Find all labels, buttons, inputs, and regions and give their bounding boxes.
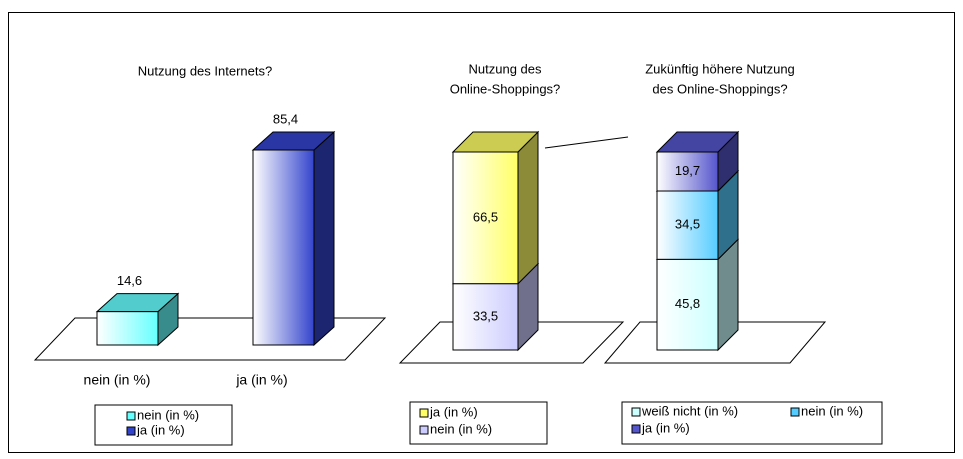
legend-swatch xyxy=(126,426,136,436)
connector xyxy=(544,136,629,149)
legend-swatch xyxy=(126,411,136,421)
x-tick-label: nein (in %) xyxy=(84,372,151,388)
legend-label: ja (in %) xyxy=(136,422,185,437)
chart-title: Online-Shoppings? xyxy=(450,81,561,96)
legend-label: nein (in %) xyxy=(801,403,863,418)
data-label: 33,5 xyxy=(473,308,498,323)
bar-side xyxy=(313,130,335,347)
legend-label: nein (in %) xyxy=(137,407,199,422)
bar xyxy=(96,311,159,346)
data-label: 14,6 xyxy=(117,273,142,288)
legend-label: weiß nicht (in %) xyxy=(641,403,738,418)
data-label: 85,4 xyxy=(273,111,298,126)
bar xyxy=(452,151,519,285)
legend-swatch xyxy=(419,425,429,435)
bar-side xyxy=(517,130,539,285)
legend-label: ja (in %) xyxy=(641,420,690,435)
chart-title: Nutzung des Internets? xyxy=(138,63,272,78)
legend-swatch xyxy=(631,424,641,434)
legend xyxy=(621,401,883,445)
chart-title: Zukünftig höhere Nutzung xyxy=(645,61,795,76)
legend-swatch xyxy=(419,408,429,418)
legend xyxy=(94,404,233,446)
x-tick-label: ja (in %) xyxy=(235,372,287,388)
chart-title: des Online-Shoppings? xyxy=(652,81,787,96)
legend-label: nein (in %) xyxy=(430,421,492,436)
bar xyxy=(656,258,719,351)
legend xyxy=(409,401,548,445)
chart-title: Nutzung des xyxy=(469,61,542,76)
data-label: 19,7 xyxy=(675,163,700,178)
data-label: 45,8 xyxy=(675,296,700,311)
bar xyxy=(252,149,315,346)
bar xyxy=(656,151,719,192)
data-label: 66,5 xyxy=(473,209,498,224)
legend-label: ja (in %) xyxy=(429,404,478,419)
data-label: 34,5 xyxy=(675,217,700,232)
legend-swatch xyxy=(790,407,800,417)
bar xyxy=(452,283,519,351)
legend-swatch xyxy=(631,407,641,417)
